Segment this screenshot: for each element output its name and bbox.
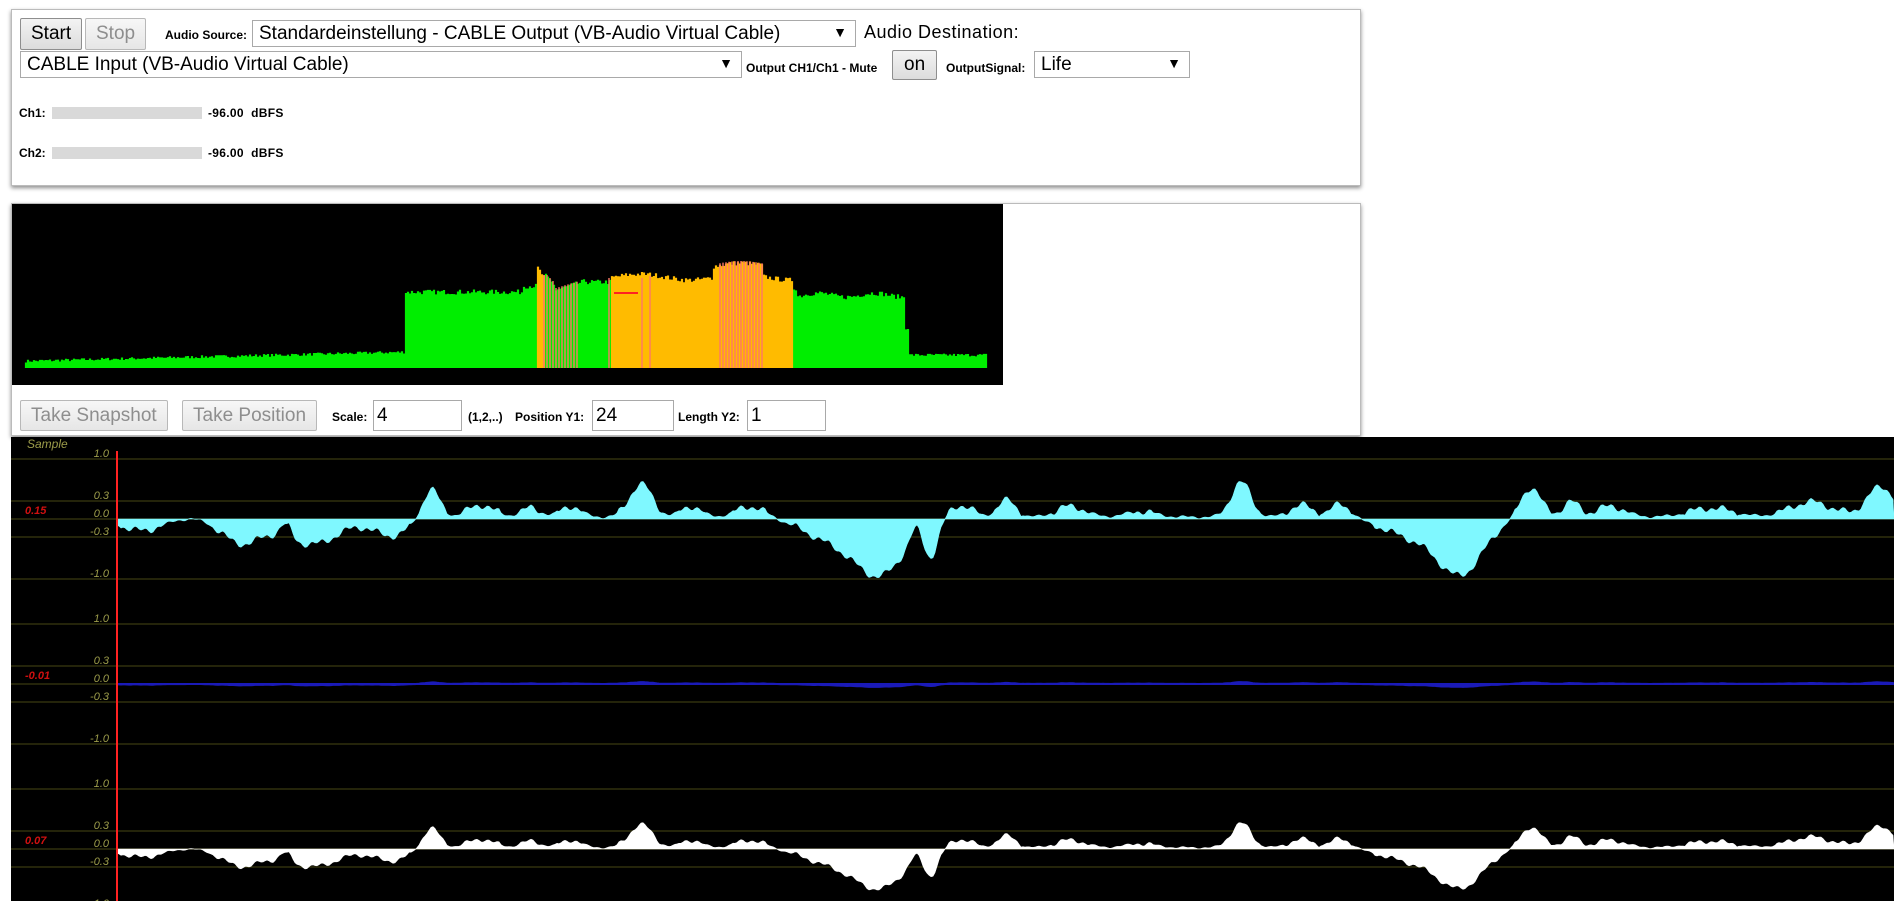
scope-tick-label: -0.3	[90, 691, 110, 703]
ch2-level-readout: -96.00 dBFS	[208, 146, 284, 160]
chevron-down-icon: ▼	[719, 55, 733, 71]
output-signal-value: Life	[1041, 54, 1072, 75]
take-snapshot-button[interactable]: Take Snapshot	[20, 400, 168, 431]
length-y2-input[interactable]	[747, 400, 826, 431]
length-y2-label: Length Y2:	[678, 410, 740, 424]
spectrum-display[interactable]	[12, 204, 1003, 385]
ch2-label: Ch2:	[19, 146, 46, 160]
output-signal-select[interactable]: Life ▼	[1034, 51, 1190, 78]
scale-hint: (1,2,..)	[468, 410, 503, 424]
ch1-level-readout: -96.00 dBFS	[208, 106, 284, 120]
controls-panel: Start Stop Audio Source: Standardeinstel…	[11, 9, 1361, 186]
scope-tick-label: 1.0	[94, 448, 110, 460]
scale-label: Scale:	[332, 410, 368, 424]
chevron-down-icon: ▼	[833, 24, 847, 40]
scope-tick-label: -1.0	[90, 733, 110, 745]
scope-tick-label: 0.3	[94, 655, 110, 667]
spectrum-green-bars	[24, 273, 988, 368]
scale-input[interactable]	[373, 400, 462, 431]
stop-button[interactable]: Stop	[85, 18, 147, 50]
audio-destination-select[interactable]: CABLE Input (VB-Audio Virtual Cable) ▼	[20, 51, 742, 78]
audio-destination-label: Audio Destination:	[864, 22, 1020, 42]
audio-source-value: Standardeinstellung - CABLE Output (VB-A…	[259, 23, 781, 44]
take-position-button[interactable]: Take Position	[182, 400, 318, 431]
start-button[interactable]: Start	[20, 18, 83, 50]
scope-channel-value: 0.07	[25, 835, 47, 847]
chevron-down-icon: ▼	[1167, 55, 1181, 71]
oscilloscope-display[interactable]: Sample 1.0 0.3 0.0 -0.3 -1.0 0.15 1.0 0.3 0.0 -0.3…	[11, 437, 1894, 901]
position-y1-input[interactable]	[592, 400, 674, 431]
scope-waveform	[116, 822, 1894, 891]
scope-tick-label: 1.0	[94, 778, 110, 790]
scope-channel-value: 0.15	[25, 505, 47, 517]
ch1-unit: dBFS	[251, 106, 284, 120]
scope-tick-label: -1.0	[90, 898, 110, 901]
audio-source-label: Audio Source:	[165, 28, 248, 42]
ch1-label: Ch1:	[19, 106, 46, 120]
scope-tick-label: 1.0	[94, 613, 110, 625]
ch2-value: -96.00	[208, 146, 244, 160]
mute-toggle-button[interactable]: on	[892, 50, 938, 80]
position-y1-label: Position Y1:	[515, 410, 585, 424]
audio-destination-value: CABLE Input (VB-Audio Virtual Cable)	[27, 54, 349, 75]
output-signal-label: OutputSignal:	[946, 61, 1026, 75]
scope-tick-label: -0.3	[90, 526, 110, 538]
scope-tick-label: 0.0	[94, 838, 110, 850]
scope-tick-label: -0.3	[90, 856, 110, 868]
scope-waveform	[116, 681, 1894, 688]
scope-tick-label: 0.0	[94, 673, 110, 685]
scope-tick-label: -1.0	[90, 568, 110, 580]
scope-title: Sample	[27, 437, 68, 451]
spectrum-panel: Take Snapshot Take Position Scale: (1,2,…	[11, 203, 1361, 436]
output-mute-label: Output CH1/Ch1 - Mute	[746, 61, 878, 75]
audio-source-select[interactable]: Standardeinstellung - CABLE Output (VB-A…	[252, 20, 856, 47]
ch1-value: -96.00	[208, 106, 244, 120]
scope-tick-label: 0.0	[94, 508, 110, 520]
scope-waveform	[116, 481, 1894, 578]
scope-channel-value: -0.01	[25, 670, 50, 682]
spectrum-peak-bars	[543, 261, 763, 368]
ch1-level-meter	[52, 107, 202, 119]
ch2-unit: dBFS	[251, 146, 284, 160]
scope-tick-label: 0.3	[94, 490, 110, 502]
scope-tick-label: 0.3	[94, 820, 110, 832]
ch2-level-meter	[52, 147, 202, 159]
